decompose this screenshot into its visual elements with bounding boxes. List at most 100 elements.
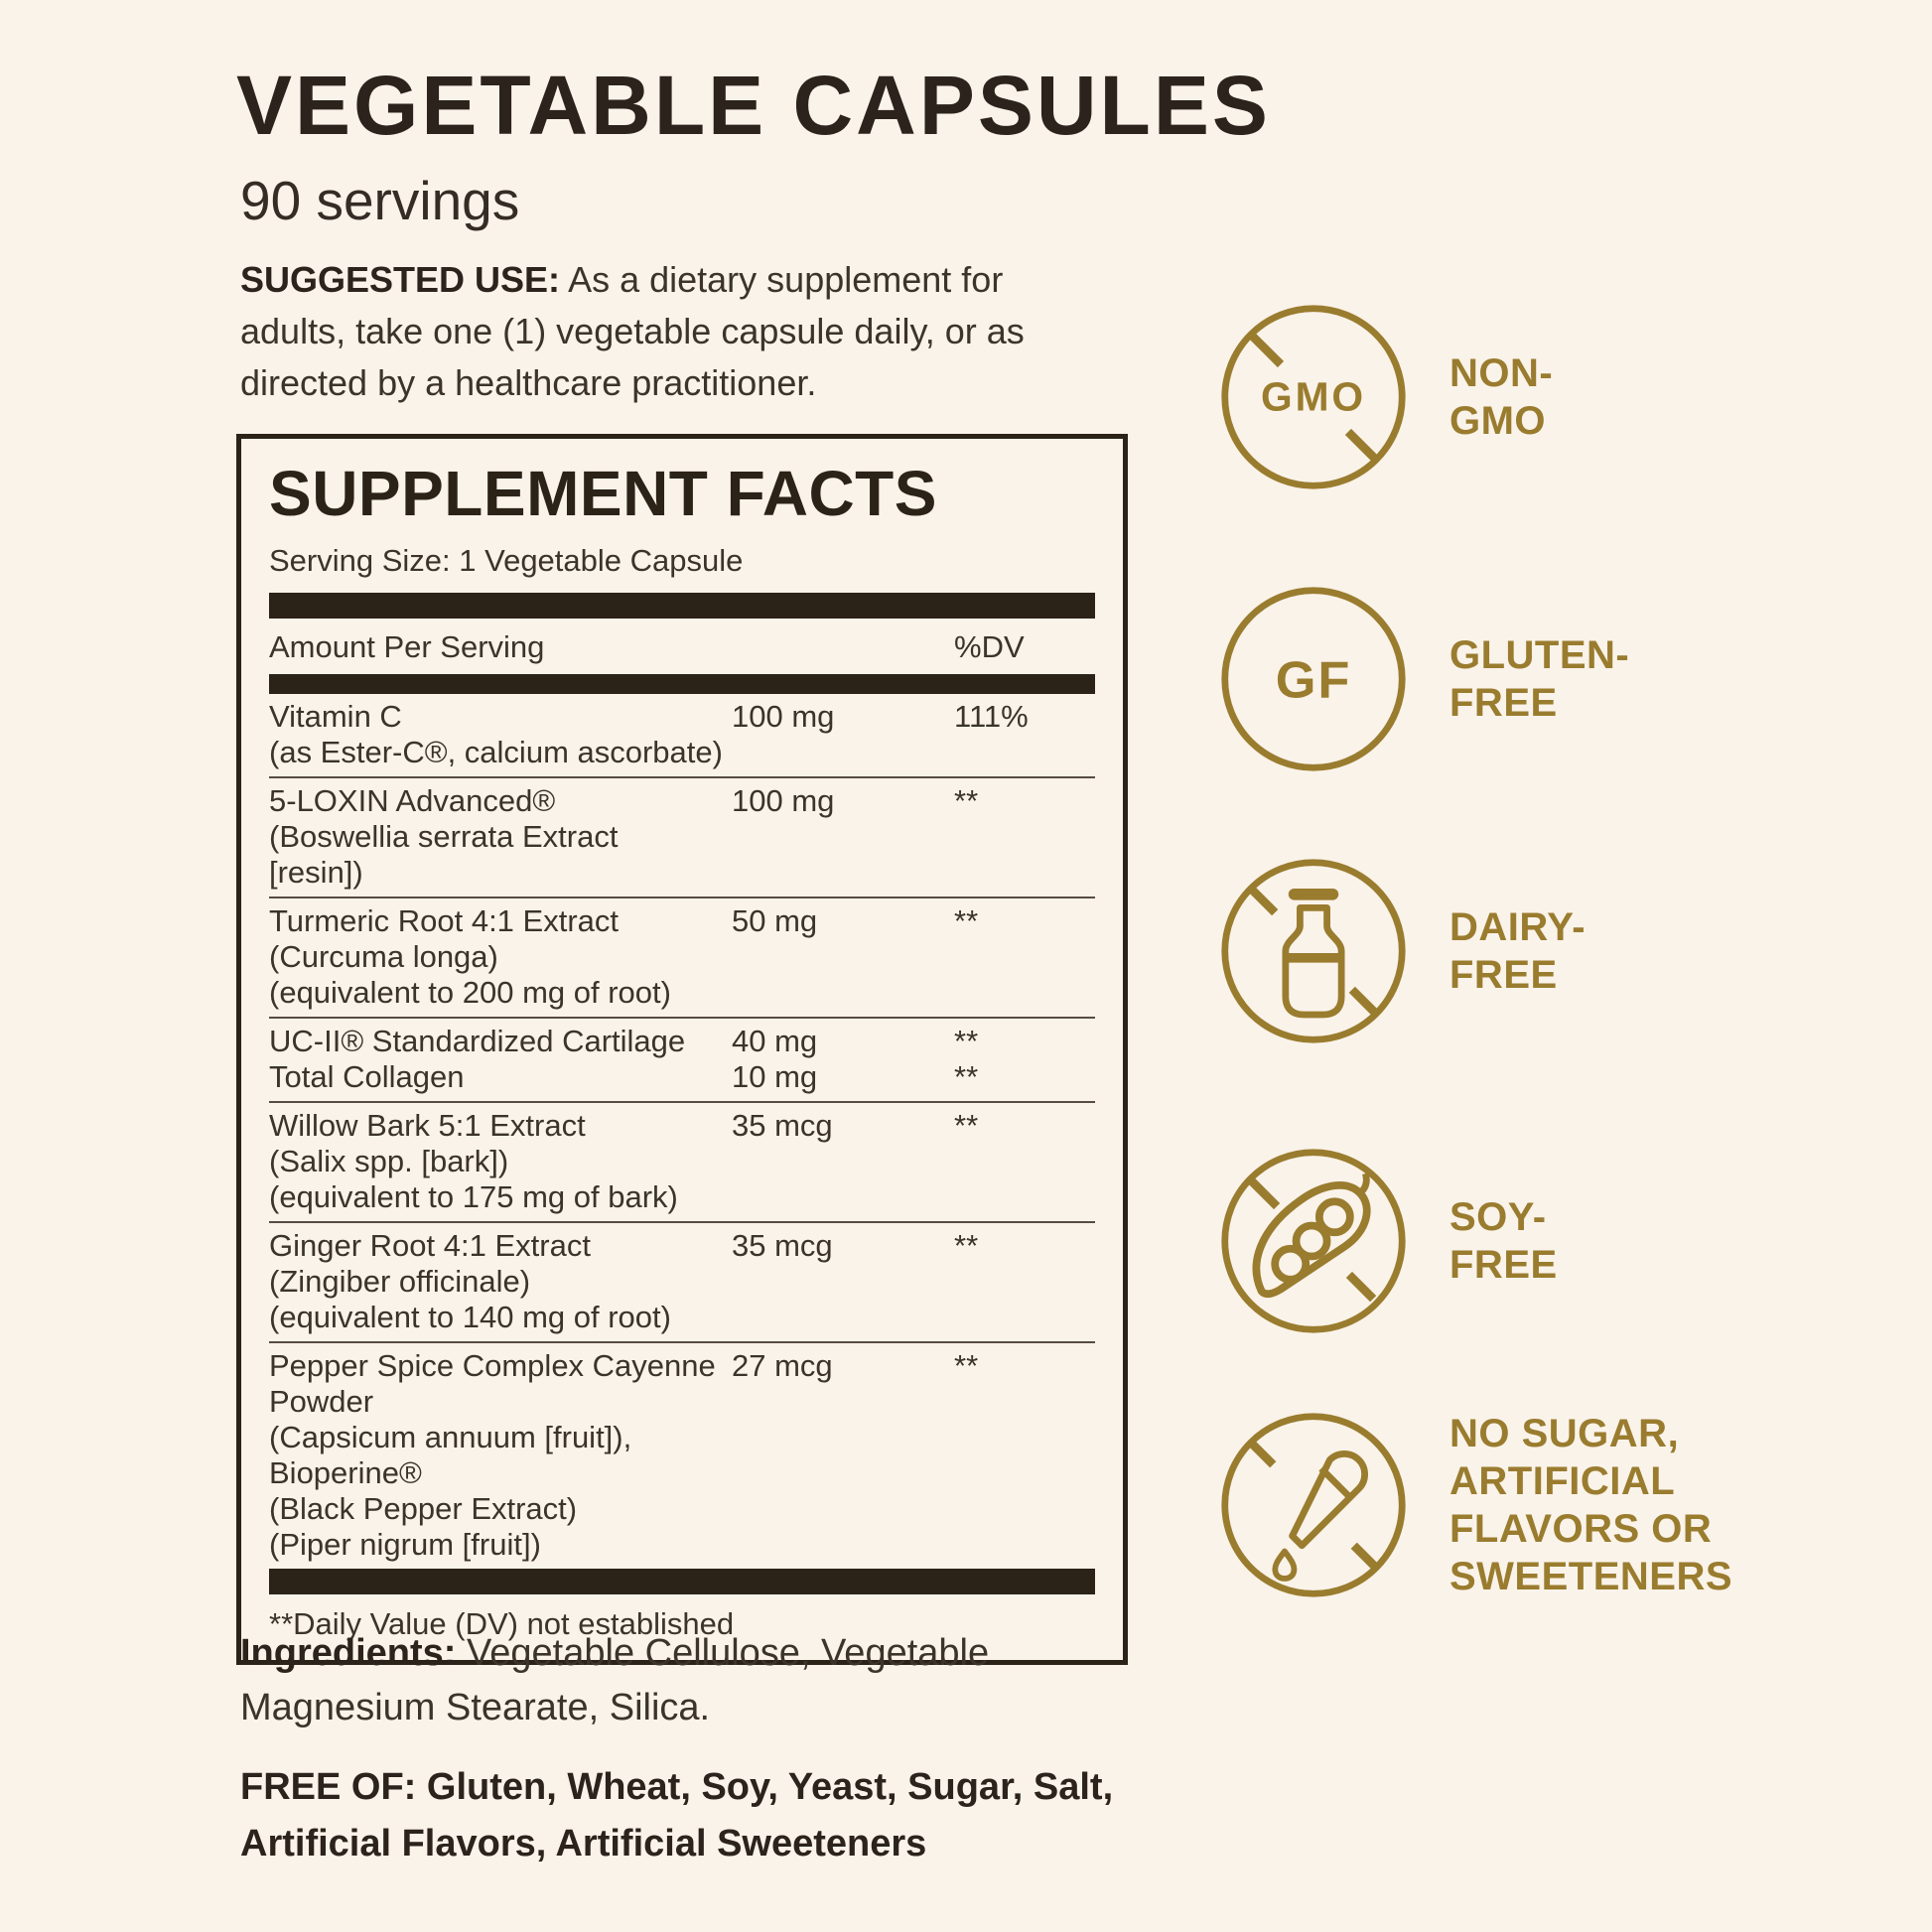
facts-line: 5-LOXIN Advanced® 100 mg ** [269,783,1095,819]
gluten-free-icon: GF [1217,583,1410,775]
badge-no-sugar: NO SUGAR, ARTIFICIAL FLAVORS OR SWEETENE… [1217,1409,1886,1601]
ingredient-amount: 50 mg [732,903,818,939]
ingredients-text: Vegetable Cellulose, Vegetable Magnesium… [240,1632,990,1729]
facts-line: Vitamin C 100 mg 111% [269,699,1095,735]
ingredient-dv: ** [954,1108,979,1144]
ingredient-name: (Capsicum annuum [fruit]), [269,1420,632,1455]
ingredient-name: (Zingiber officinale) [269,1264,531,1300]
divider-bar-thick [269,593,1095,620]
ingredient-amount: 100 mg [732,699,835,735]
ingredient-amount [732,1385,954,1419]
ingredient-name: (equivalent to 200 mg of root) [269,975,671,1011]
ingredient-name: (Piper nigrum [fruit]) [269,1527,541,1563]
badge-label-soy-free: SOY- FREE [1449,1195,1558,1287]
ingredient-dv: ** [954,783,979,819]
no-sugar-icon [1217,1409,1410,1601]
ingredient-name: UC-II® Standardized Cartilage [269,1024,686,1059]
ingredient-dv [954,820,1095,854]
facts-row: Willow Bark 5:1 Extract 35 mcg ** (Salix sp… [269,1103,1095,1224]
ingredient-amount [732,736,954,769]
badge-soy-free: SOY- FREE [1217,1145,1886,1337]
ingredient-dv [954,1421,1095,1454]
ingredient-amount: 27 mcg [732,1348,833,1384]
ingredient-name: (equivalent to 175 mg of bark) [269,1179,678,1215]
facts-line: Ginger Root 4:1 Extract 35 mcg ** [269,1228,1095,1264]
ingredient-name: 5-LOXIN Advanced® [269,783,556,819]
ingredient-dv [954,856,1095,890]
ingredient-dv [954,940,1095,974]
facts-line: Bioperine® [269,1455,1095,1491]
svg-text:GMO: GMO [1261,374,1366,420]
facts-line: (Boswellia serrata Extract [269,819,1095,855]
ingredient-name: Powder [269,1384,374,1420]
ingredient-name: Bioperine® [269,1455,422,1491]
ingredient-dv: ** [954,1228,979,1264]
serving-size: Serving Size: 1 Vegetable Capsule [269,543,744,579]
ingredient-amount [732,856,954,890]
ingredient-amount [732,820,954,854]
facts-row: Ginger Root 4:1 Extract 35 mcg ** (Zingiber… [269,1223,1095,1344]
facts-line: (equivalent to 140 mg of root) [269,1300,1095,1335]
ingredient-dv [954,736,1095,769]
badge-label-gmo: NON- GMO [1449,351,1554,443]
divider-bar-thick [269,1569,1095,1595]
servings-count: 90 servings [240,170,520,231]
facts-line: (Curcuma longa) [269,939,1095,975]
ingredient-name: Willow Bark 5:1 Extract [269,1108,586,1144]
facts-line: (Zingiber officinale) [269,1264,1095,1300]
ingredient-dv [954,1301,1095,1334]
ingredient-amount [732,1528,954,1562]
ingredient-amount: 10 mg [732,1059,818,1095]
suggested-use-paragraph: SUGGESTED USE: As a dietary supplement f… [240,254,1069,408]
facts-line: Willow Bark 5:1 Extract 35 mcg ** [269,1108,1095,1144]
badge-label-dairy-free: DAIRY- FREE [1449,905,1587,997]
ingredient-dv [954,1456,1095,1490]
ingredient-dv [954,1528,1095,1562]
facts-line: (Black Pepper Extract) [269,1491,1095,1527]
ingredient-name: Ginger Root 4:1 Extract [269,1228,591,1264]
facts-column-headers: Amount Per Serving %DV [269,619,1095,674]
facts-line: (Salix spp. [bark]) [269,1144,1095,1179]
badge-label-gluten-free: GLUTEN- FREE [1449,633,1630,725]
facts-line: (equivalent to 200 mg of root) [269,975,1095,1011]
ingredient-dv: ** [954,1059,979,1095]
ingredient-dv: ** [954,1348,979,1384]
facts-line: UC-II® Standardized Cartilage 40 mg ** [269,1024,1095,1059]
facts-line: Turmeric Root 4:1 Extract 50 mg ** [269,903,1095,939]
facts-line: Pepper Spice Complex Cayenne 27 mcg ** [269,1348,1095,1384]
ingredient-dv: ** [954,903,979,939]
ingredient-amount: 35 mcg [732,1228,833,1264]
spacer [732,629,954,665]
facts-line: Total Collagen 10 mg ** [269,1059,1095,1095]
ingredient-amount [732,1421,954,1454]
badge-gluten-free: GF GLUTEN- FREE [1217,583,1886,775]
ingredient-amount [732,1301,954,1334]
amount-column-header: Amount Per Serving [269,629,545,665]
ingredient-name: (Curcuma longa) [269,939,498,975]
suggested-use-label: SUGGESTED USE: [240,259,561,300]
ingredient-name: (as Ester-C®, calcium ascorbate) [269,735,723,770]
ingredient-dv [954,976,1095,1010]
dairy-free-icon [1217,855,1410,1047]
facts-row: Turmeric Root 4:1 Extract 50 mg ** (Curcuma… [269,898,1095,1020]
ingredient-amount [732,1456,954,1490]
facts-line: (Piper nigrum [fruit]) [269,1527,1095,1563]
free-of-statement: FREE OF: Gluten, Wheat, Soy, Yeast, Suga… [240,1766,1114,1864]
facts-row: Vitamin C 100 mg 111% (as Ester-C®, calcium… [269,694,1095,779]
ingredient-amount: 35 mcg [732,1108,833,1144]
ingredient-dv: ** [954,1024,979,1059]
facts-row: Pepper Spice Complex Cayenne 27 mcg ** Powd… [269,1343,1095,1569]
badge-gmo: GMO NON- GMO [1217,301,1886,493]
ingredient-name: (equivalent to 140 mg of root) [269,1300,671,1335]
gmo-icon: GMO [1217,301,1410,493]
ingredient-dv [954,1265,1095,1299]
dv-footnote: **Daily Value (DV) not established [269,1606,735,1642]
ingredient-dv: 111% [954,699,1029,735]
product-title: VEGETABLE CAPSULES [236,59,1271,152]
facts-line: Powder [269,1384,1095,1420]
supplement-facts-panel: SUPPLEMENT FACTS Serving Size: 1 Vegetab… [236,434,1128,1666]
ingredient-name: Vitamin C [269,699,402,735]
ingredient-name: [resin]) [269,855,363,891]
ingredient-name: (Black Pepper Extract) [269,1491,578,1527]
